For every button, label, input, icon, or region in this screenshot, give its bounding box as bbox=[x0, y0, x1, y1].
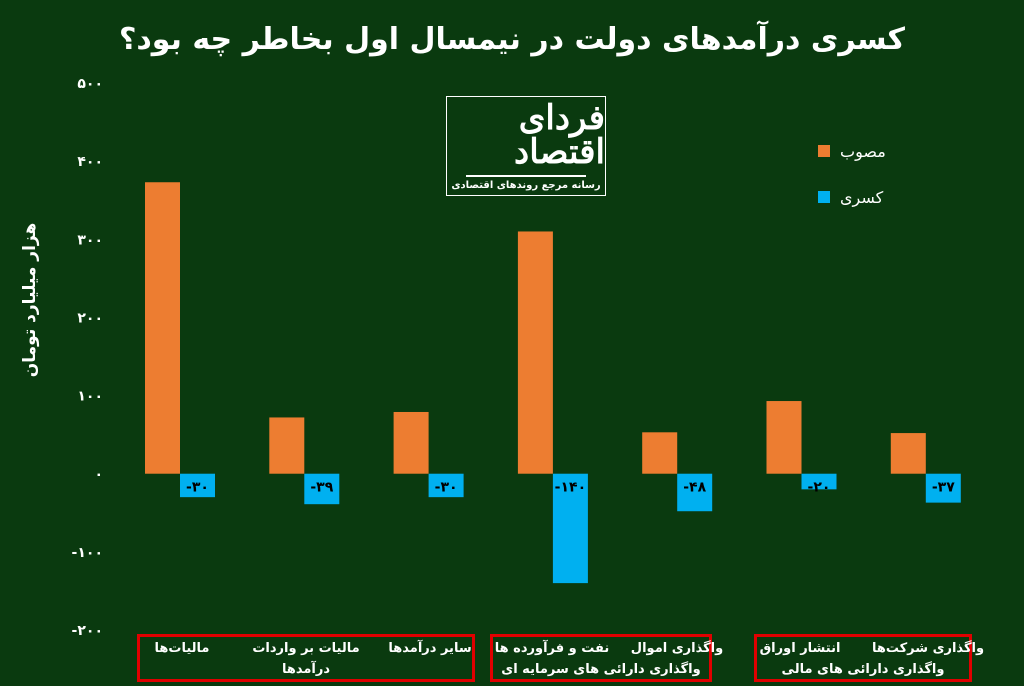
legend-item-approved: مصوب bbox=[818, 140, 886, 162]
group-box-revenues bbox=[137, 634, 475, 682]
category-label: سایر درآمدها bbox=[388, 641, 472, 656]
bar-approved bbox=[269, 417, 305, 474]
chart-title: کسری درآمدهای دولت در نیمسال اول بخاطر چ… bbox=[119, 22, 905, 57]
y-tick-label: ۱۰۰ bbox=[77, 389, 103, 405]
bar-deficit bbox=[428, 473, 464, 498]
logo-divider bbox=[466, 175, 586, 177]
chart-legend: مصوب کسری bbox=[818, 140, 886, 232]
y-tick-label: ۰ bbox=[94, 467, 103, 483]
group-label-revenues: درآمدها bbox=[281, 662, 331, 677]
data-label-deficit: -۴۸ bbox=[683, 480, 706, 496]
bar-approved bbox=[145, 182, 180, 474]
group-box-capital-assets bbox=[490, 634, 712, 682]
data-label-deficit: -۳۰ bbox=[435, 480, 458, 496]
bar-approved bbox=[393, 411, 429, 474]
data-label-deficit: -۳۰ bbox=[186, 480, 209, 496]
category-label: واگذاری اموال bbox=[630, 641, 724, 656]
y-tick-label: ۳۰۰ bbox=[77, 232, 103, 248]
brand-logo: فردای اقتصاد رسانه مرجع روندهای اقتصادی bbox=[446, 96, 606, 196]
legend-item-deficit: کسری bbox=[818, 186, 886, 208]
category-label: مالیات‌ها bbox=[154, 641, 210, 656]
bar-deficit bbox=[180, 473, 215, 498]
data-label-deficit: -۳۷ bbox=[932, 480, 955, 496]
data-label-deficit: -۳۹ bbox=[310, 480, 333, 496]
data-label-deficit: -۱۴۰ bbox=[555, 480, 586, 496]
legend-swatch-approved bbox=[818, 145, 830, 157]
legend-label-deficit: کسری bbox=[840, 187, 884, 207]
logo-brand-text: فردای اقتصاد bbox=[514, 98, 605, 172]
category-label: نفت و فرآورده ها bbox=[494, 641, 610, 656]
bar-deficit bbox=[677, 473, 713, 512]
category-label: مالیات بر واردات bbox=[252, 641, 360, 656]
bar-deficit bbox=[304, 473, 340, 505]
category-label: انتشار اوراق bbox=[759, 641, 841, 656]
y-tick-label: ۴۰۰ bbox=[77, 154, 103, 170]
y-tick-label: -۱۰۰ bbox=[72, 545, 103, 561]
bar-approved bbox=[890, 433, 926, 474]
legend-label-approved: مصوب bbox=[840, 141, 886, 161]
y-tick-label: -۲۰۰ bbox=[72, 623, 103, 639]
data-label-deficit: -۲۰ bbox=[808, 480, 831, 496]
bar-deficit bbox=[552, 473, 588, 584]
bar-approved bbox=[517, 231, 553, 474]
logo-tagline: رسانه مرجع روندهای اقتصادی bbox=[451, 180, 601, 191]
bar-deficit bbox=[801, 473, 837, 490]
group-label-capital-assets: واگذاری دارائی های سرمایه ای bbox=[501, 662, 701, 677]
y-tick-label: ۵۰۰ bbox=[77, 76, 103, 92]
bar-deficit bbox=[925, 473, 961, 503]
group-label-financial-assets: واگذاری دارائی های مالی bbox=[781, 662, 945, 677]
bar-approved bbox=[642, 432, 678, 474]
bar-approved bbox=[766, 401, 802, 474]
y-tick-label: ۲۰۰ bbox=[77, 310, 103, 326]
legend-swatch-deficit bbox=[818, 191, 830, 203]
category-label: واگذاری شرکت‌ها bbox=[871, 641, 985, 656]
group-box-financial-assets bbox=[754, 634, 972, 682]
